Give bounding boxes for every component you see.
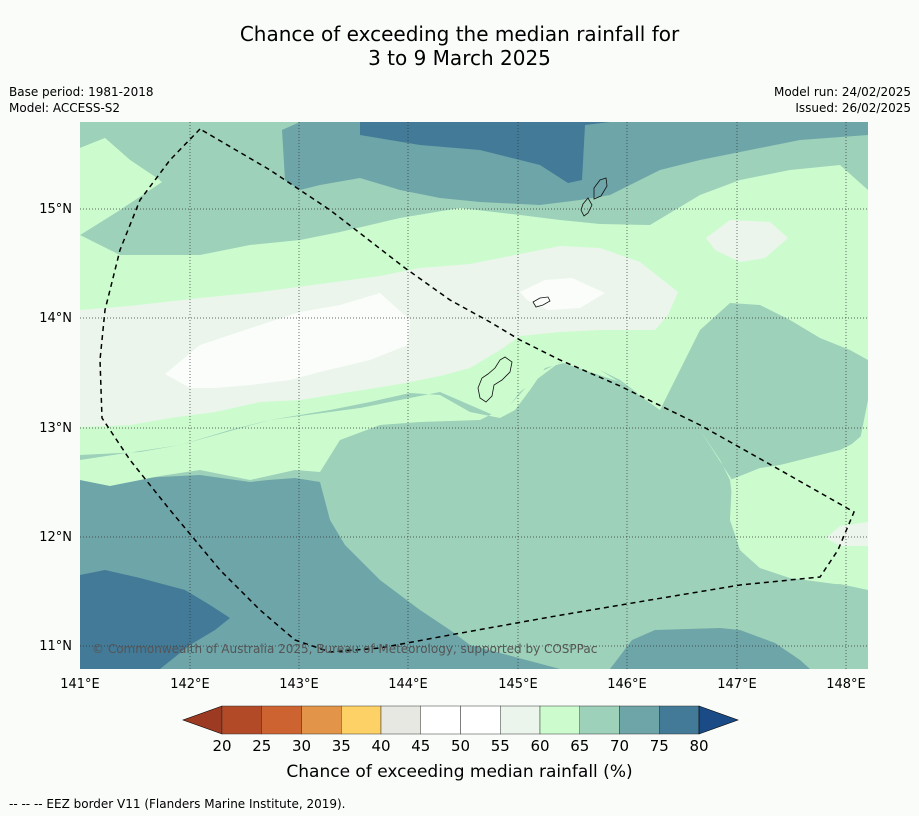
gridlines: [80, 122, 868, 669]
band-55-60-southeast: [826, 522, 868, 546]
band-45-55-west: [165, 293, 410, 388]
island-guam: [477, 356, 513, 403]
issued-date: Issued: 26/02/2025: [795, 101, 911, 115]
title-line-1: Chance of exceeding the median rainfall …: [239, 22, 680, 46]
band-60-65-west: [80, 138, 162, 330]
lon-label-147e: 147°E: [717, 677, 757, 692]
lon-label-145e: 145°E: [498, 677, 538, 692]
colorbar-segment: [420, 705, 461, 735]
map-title: Chance of exceeding the median rainfall …: [0, 22, 919, 70]
colorbar-segment: [261, 705, 302, 735]
lat-label-13n: 13°N: [39, 421, 72, 436]
lat-label-14n: 14°N: [39, 311, 72, 326]
eez-legend-note: -- -- -- EEZ border V11 (Flanders Marine…: [9, 797, 346, 811]
title-line-2: 3 to 9 March 2025: [368, 46, 551, 70]
meta-right: Model run: 24/02/2025 Issued: 26/02/2025: [774, 84, 911, 116]
band-55-60-east: [706, 220, 788, 262]
colorbar-over-arrow: [698, 705, 739, 735]
colorbar-segment: [460, 705, 501, 735]
base-period: Base period: 1981-2018: [9, 85, 154, 99]
island-saipan: [593, 177, 608, 200]
colorbar-tick-label: 60: [530, 737, 549, 755]
colorbar-tick-label: 55: [491, 737, 510, 755]
lon-label-141e: 141°E: [60, 677, 100, 692]
colorbar-label: Chance of exceeding median rainfall (%): [286, 762, 633, 782]
islands: [477, 177, 608, 403]
lon-label-144e: 144°E: [388, 677, 428, 692]
meta-left: Base period: 1981-2018 Model: ACCESS-S2: [9, 84, 154, 116]
colorbar-under-arrow: [182, 705, 223, 735]
colorbar-segment: [579, 705, 620, 735]
lat-label-15n: 15°N: [39, 202, 72, 217]
lon-label-143e: 143°E: [279, 677, 319, 692]
band-75-80-north: [360, 122, 610, 183]
lat-label-11n: 11°N: [39, 639, 72, 654]
colorbar-segment: [500, 705, 541, 735]
colorbar-tick-label: 20: [212, 737, 231, 755]
lon-label-142e: 142°E: [170, 677, 210, 692]
band-45-55-central: [520, 278, 605, 310]
island-tinian: [580, 197, 593, 217]
model-name: Model: ACCESS-S2: [9, 101, 121, 115]
rainfall-map: © Commonwealth of Australia 2025, Bureau…: [39, 122, 868, 755]
lat-label-12n: 12°N: [39, 530, 72, 545]
colorbar-tick-label: 65: [570, 737, 589, 755]
band-75-80-southwest: [80, 570, 230, 669]
colorbar-segment: [380, 705, 421, 735]
colorbar-segment: [301, 705, 342, 735]
map-field: [80, 122, 868, 669]
island-rota: [532, 296, 551, 308]
lon-label-148e: 148°E: [826, 677, 866, 692]
colorbar-segment: [659, 705, 700, 735]
colorbar-tick-label: 75: [650, 737, 669, 755]
colorbar-segment: [341, 705, 382, 735]
colorbar: 20 25 30 35 40 45 50 55 60 65 70 75 80: [182, 705, 739, 755]
lon-label-146e: 146°E: [607, 677, 647, 692]
colorbar-tick-label: 45: [411, 737, 430, 755]
colorbar-tick-label: 25: [252, 737, 271, 755]
lat-labels: 15°N 14°N 13°N 12°N 11°N: [39, 202, 72, 654]
colorbar-segment: [539, 705, 580, 735]
colorbar-tick-label: 50: [451, 737, 470, 755]
eez-border: [99, 128, 855, 653]
colorbar-tick-label: 35: [332, 737, 351, 755]
colorbar-segment: [221, 705, 262, 735]
colorbar-tick-label: 30: [292, 737, 311, 755]
colorbar-tick-label: 70: [610, 737, 629, 755]
lon-labels: 141°E 142°E 143°E 144°E 145°E 146°E 147°…: [60, 677, 866, 692]
colorbar-segment: [619, 705, 660, 735]
model-run: Model run: 24/02/2025: [773, 85, 911, 99]
band-70-75-southeast: [610, 628, 810, 669]
copyright-notice: © Commonwealth of Australia 2025, Bureau…: [92, 642, 597, 656]
colorbar-tick-label: 80: [689, 737, 708, 755]
band-60-65-east-right: [730, 430, 868, 585]
colorbar-tick-label: 40: [371, 737, 390, 755]
